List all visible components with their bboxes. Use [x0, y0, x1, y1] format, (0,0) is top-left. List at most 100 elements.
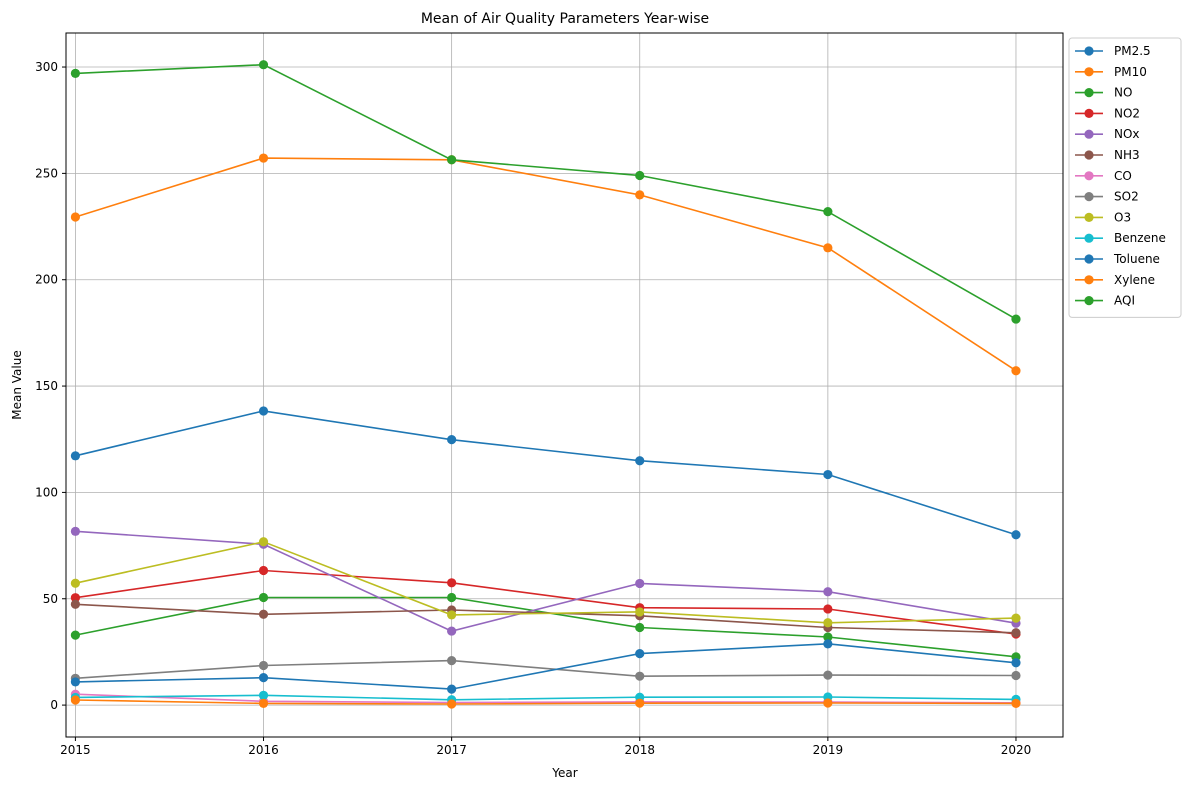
data-point-toluene: [258, 673, 269, 683]
data-point-xylene: [258, 698, 269, 708]
legend-marker: [1084, 129, 1094, 139]
data-point-no: [447, 592, 457, 603]
legend-marker: [1084, 212, 1094, 222]
data-point-benzene: [258, 690, 269, 700]
data-point-so2: [635, 671, 645, 681]
series-group: [70, 60, 1021, 709]
data-point-pm2-5: [70, 451, 81, 461]
data-point-no2: [447, 578, 457, 588]
legend-label: Xylene: [1114, 273, 1155, 287]
legend-item: Xylene: [1075, 273, 1155, 287]
data-point-toluene: [635, 649, 645, 659]
chart-title: Mean of Air Quality Parameters Year-wise: [421, 11, 709, 27]
data-point-so2: [447, 656, 457, 666]
legend-label: NOx: [1114, 127, 1140, 141]
legend-item: AQI: [1075, 294, 1135, 308]
legend-marker: [1084, 254, 1094, 264]
legend-item: NOx: [1075, 127, 1140, 141]
legend-marker: [1084, 171, 1094, 181]
x-tick-label: 2018: [624, 743, 655, 757]
data-point-aqi: [258, 60, 269, 70]
data-point-o3: [447, 610, 457, 620]
legend-label: AQI: [1114, 294, 1135, 308]
x-axis: 2015 2016 2017 2018 2019 2020: [60, 737, 1031, 757]
x-tick-label: 2019: [813, 743, 844, 757]
data-point-pm2-5: [823, 469, 833, 480]
data-point-nh3: [70, 599, 81, 609]
legend-marker: [1084, 275, 1094, 285]
data-point-toluene: [447, 684, 457, 694]
legend-item: Benzene: [1075, 231, 1166, 245]
series-line-pm2-5: [75, 410, 1017, 536]
series-line-no2: [75, 569, 1017, 635]
legend-label: Toluene: [1113, 252, 1160, 266]
legend-label: NO: [1114, 86, 1132, 100]
series-line-pm10: [75, 157, 1017, 372]
data-point-so2: [258, 660, 269, 671]
y-tick-label: 100: [35, 485, 58, 499]
y-tick-label: 50: [43, 592, 58, 606]
legend-label: PM2.5: [1114, 44, 1151, 58]
data-point-so2: [1011, 670, 1021, 681]
legend-label: Benzene: [1114, 231, 1166, 245]
series-pm2-5: [70, 406, 1021, 540]
legend-item: NH3: [1075, 148, 1140, 162]
data-point-o3: [635, 607, 645, 617]
series-line-xylene: [75, 699, 1017, 705]
legend-item: NO2: [1075, 106, 1140, 120]
legend-label: CO: [1114, 169, 1132, 183]
x-tick-label: 2017: [436, 743, 467, 757]
data-point-toluene: [70, 677, 81, 687]
data-point-no: [258, 592, 269, 603]
x-axis-title: Year: [551, 766, 577, 780]
data-point-nox: [447, 626, 457, 636]
data-point-no2: [258, 565, 269, 576]
x-tick-label: 2015: [60, 743, 91, 757]
data-point-aqi: [447, 155, 457, 165]
y-tick-label: 200: [35, 273, 58, 287]
series-line-toluene: [75, 642, 1017, 690]
legend-item: NO: [1075, 86, 1132, 100]
legend-item: PM2.5: [1075, 44, 1151, 58]
series-pm10: [70, 153, 1021, 376]
series-line-benzene: [75, 694, 1017, 701]
legend-item: O3: [1075, 210, 1131, 224]
series-so2: [70, 656, 1021, 683]
data-point-xylene: [447, 699, 457, 709]
data-point-aqi: [823, 207, 833, 217]
data-point-toluene: [823, 639, 833, 649]
data-point-o3: [70, 578, 81, 588]
data-point-xylene: [823, 698, 833, 708]
data-point-xylene: [70, 695, 81, 705]
data-point-pm2-5: [635, 456, 645, 466]
series-xylene: [70, 695, 1021, 709]
grid: [66, 33, 1063, 737]
data-point-aqi: [635, 170, 645, 181]
legend-marker: [1084, 192, 1094, 202]
legend-marker: [1084, 88, 1094, 98]
y-tick-label: 250: [35, 166, 58, 180]
legend-label: PM10: [1114, 65, 1147, 79]
series-line-nox: [75, 530, 1017, 632]
legend: PM2.5 PM10 NO NO2 NOx NH3 CO SO2 O3 Benzene Toluen…: [1068, 37, 1182, 318]
data-point-no2: [70, 593, 81, 603]
legend-marker: [1084, 108, 1094, 118]
series-o3: [70, 537, 1021, 628]
legend-label: NH3: [1114, 148, 1140, 162]
data-point-nox: [823, 587, 833, 597]
data-point-pm10: [635, 190, 645, 200]
legend-label: SO2: [1114, 190, 1139, 204]
data-point-xylene: [1011, 698, 1021, 708]
series-line-o3: [75, 540, 1017, 624]
data-point-pm10: [823, 243, 833, 253]
legend-marker: [1084, 150, 1094, 160]
legend-item: PM10: [1075, 65, 1147, 79]
legend-marker: [1084, 296, 1094, 306]
data-point-pm2-5: [1011, 530, 1021, 540]
data-point-so2: [823, 670, 833, 680]
data-point-pm2-5: [447, 435, 457, 445]
y-tick-label: 300: [35, 60, 58, 74]
legend-item: SO2: [1075, 190, 1139, 204]
